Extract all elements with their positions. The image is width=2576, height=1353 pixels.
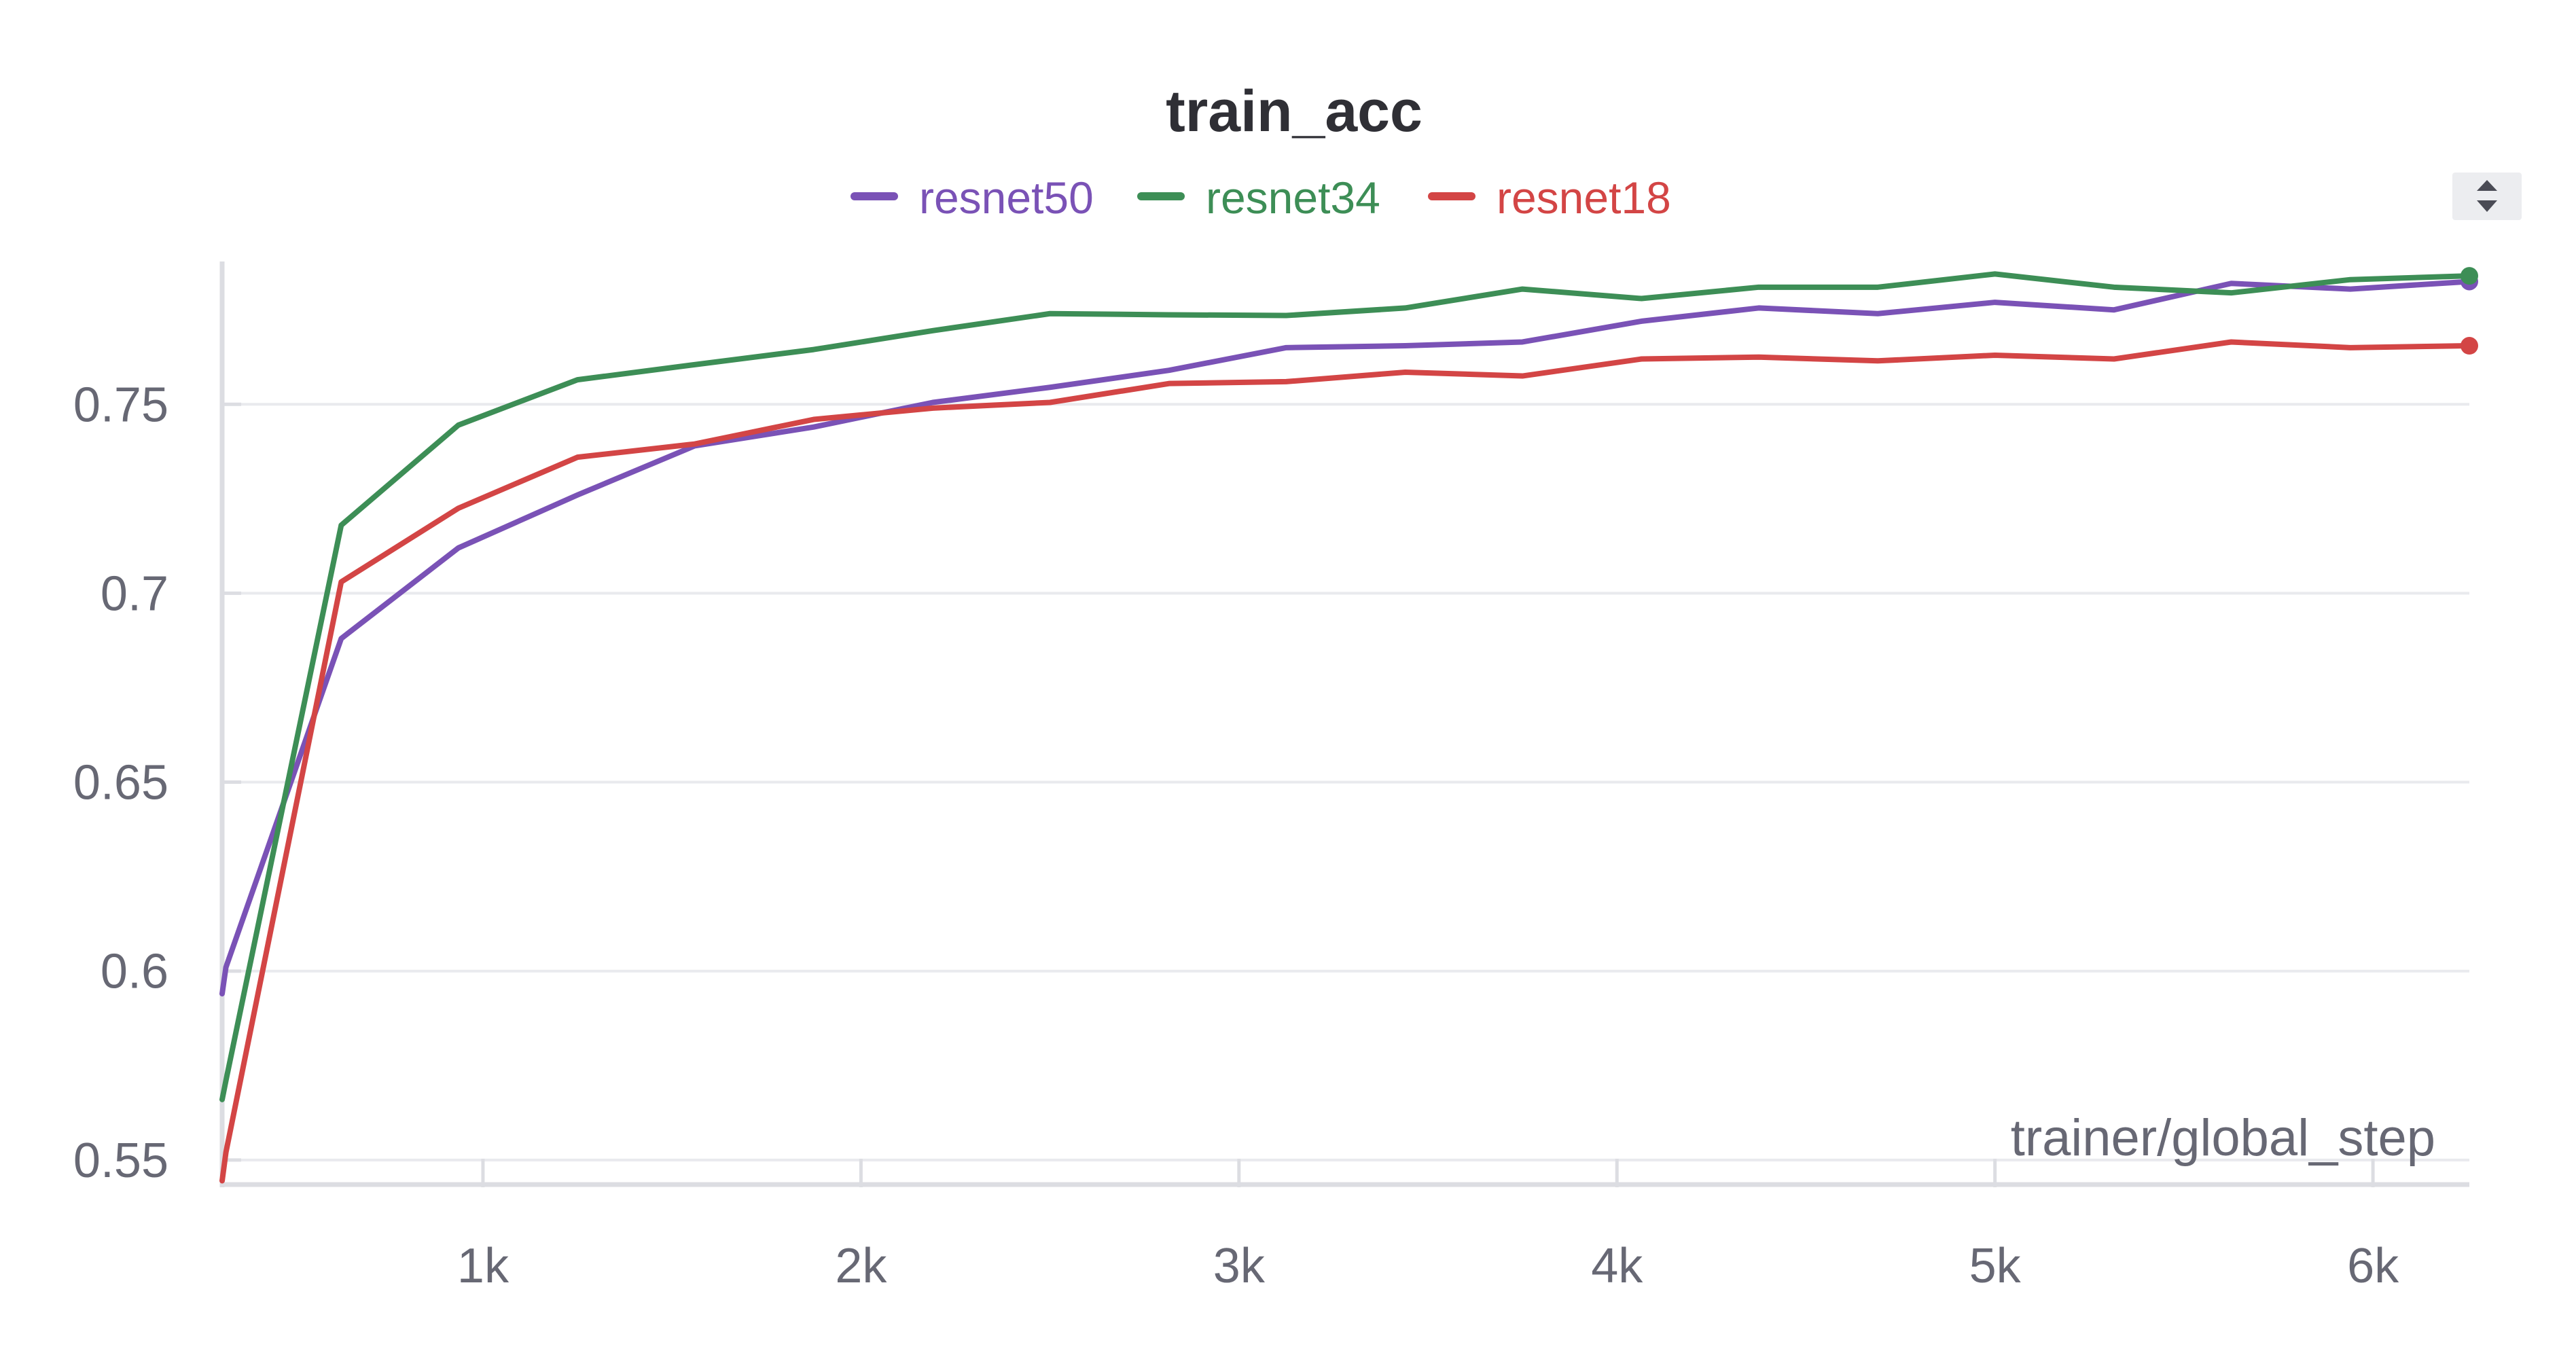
end-points-layer bbox=[2461, 267, 2478, 355]
x-tick-label-5: 6k bbox=[2347, 1239, 2399, 1293]
axis-layer bbox=[219, 261, 2469, 1187]
grid-layer bbox=[222, 403, 2469, 1161]
x-axis-title: trainer/global_step bbox=[2011, 1109, 2435, 1167]
legend-item-resnet34[interactable]: resnet34 bbox=[1137, 173, 1380, 223]
y-tick-label-1: 0.6 bbox=[101, 945, 168, 999]
legend-item-resnet50[interactable]: resnet50 bbox=[851, 173, 1094, 223]
series-layer bbox=[219, 271, 2472, 1184]
series-end-point-resnet18 bbox=[2461, 337, 2478, 355]
legend: resnet50 resnet34 resnet18 bbox=[851, 173, 1671, 223]
legend-label-resnet18: resnet18 bbox=[1497, 173, 1671, 223]
series-line-resnet18 bbox=[219, 339, 2472, 1184]
x-tick-label-4: 5k bbox=[1969, 1239, 2022, 1293]
legend-scroll-background bbox=[2452, 173, 2522, 220]
x-tick-label-1: 2k bbox=[835, 1239, 887, 1293]
series-end-point-resnet34 bbox=[2461, 267, 2478, 285]
tick-label-layer: 0.55 0.6 0.65 0.7 0.75 1k 2k 3k 4k 5k 6k bbox=[73, 378, 2399, 1293]
chart-title: train_acc bbox=[1166, 79, 1423, 144]
y-tick-label-4: 0.75 bbox=[73, 378, 168, 432]
y-tick-label-0: 0.55 bbox=[73, 1134, 168, 1188]
legend-label-resnet34: resnet34 bbox=[1206, 173, 1380, 223]
up-down-arrows-icon bbox=[2477, 180, 2497, 212]
legend-item-resnet18[interactable]: resnet18 bbox=[1428, 173, 1671, 223]
legend-label-resnet50: resnet50 bbox=[919, 173, 1094, 223]
x-tick-label-3: 4k bbox=[1591, 1239, 1643, 1293]
y-tick-label-2: 0.65 bbox=[73, 756, 168, 810]
x-tick-label-2: 3k bbox=[1213, 1239, 1266, 1293]
y-tick-label-3: 0.7 bbox=[101, 566, 168, 621]
x-tick-label-0: 1k bbox=[457, 1239, 509, 1293]
series-line-resnet50 bbox=[219, 278, 2472, 997]
legend-scroll-button[interactable] bbox=[2452, 173, 2522, 220]
series-line-resnet34 bbox=[219, 271, 2472, 1102]
